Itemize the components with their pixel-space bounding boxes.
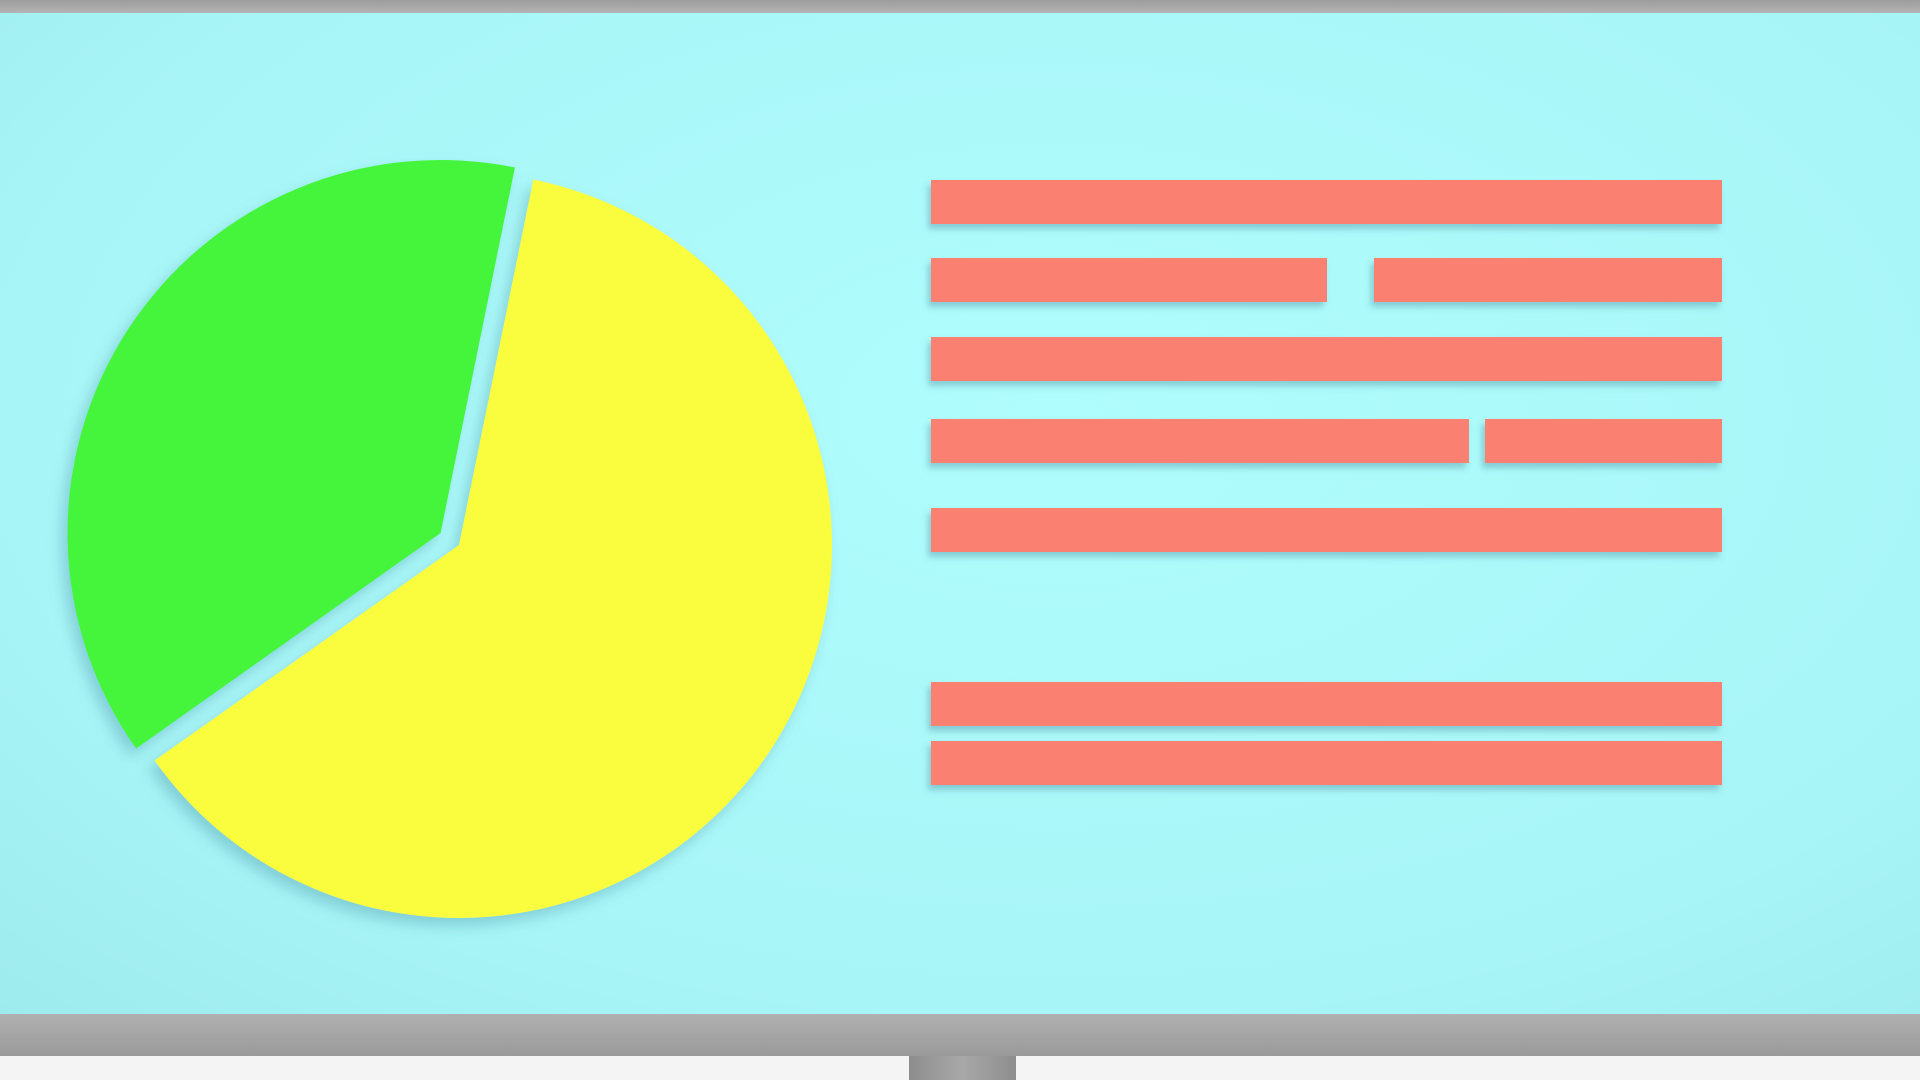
monitor-screen <box>0 13 1920 1014</box>
placeholder-line <box>1484 419 1722 463</box>
monitor-bottom-bezel <box>0 1014 1920 1056</box>
placeholder-line <box>931 741 1722 785</box>
placeholder-line <box>1373 258 1722 302</box>
monitor-top-bezel <box>0 0 1920 13</box>
placeholder-line <box>931 337 1722 381</box>
placeholder-line <box>931 180 1722 224</box>
placeholder-line <box>931 508 1722 552</box>
placeholder-line <box>931 419 1469 463</box>
monitor-stand <box>909 1056 1016 1080</box>
pie-slice-green <box>67 159 515 749</box>
pie-chart <box>67 159 833 918</box>
pie-slice-yellow <box>154 179 833 918</box>
placeholder-line <box>931 682 1722 726</box>
placeholder-line <box>931 258 1327 302</box>
